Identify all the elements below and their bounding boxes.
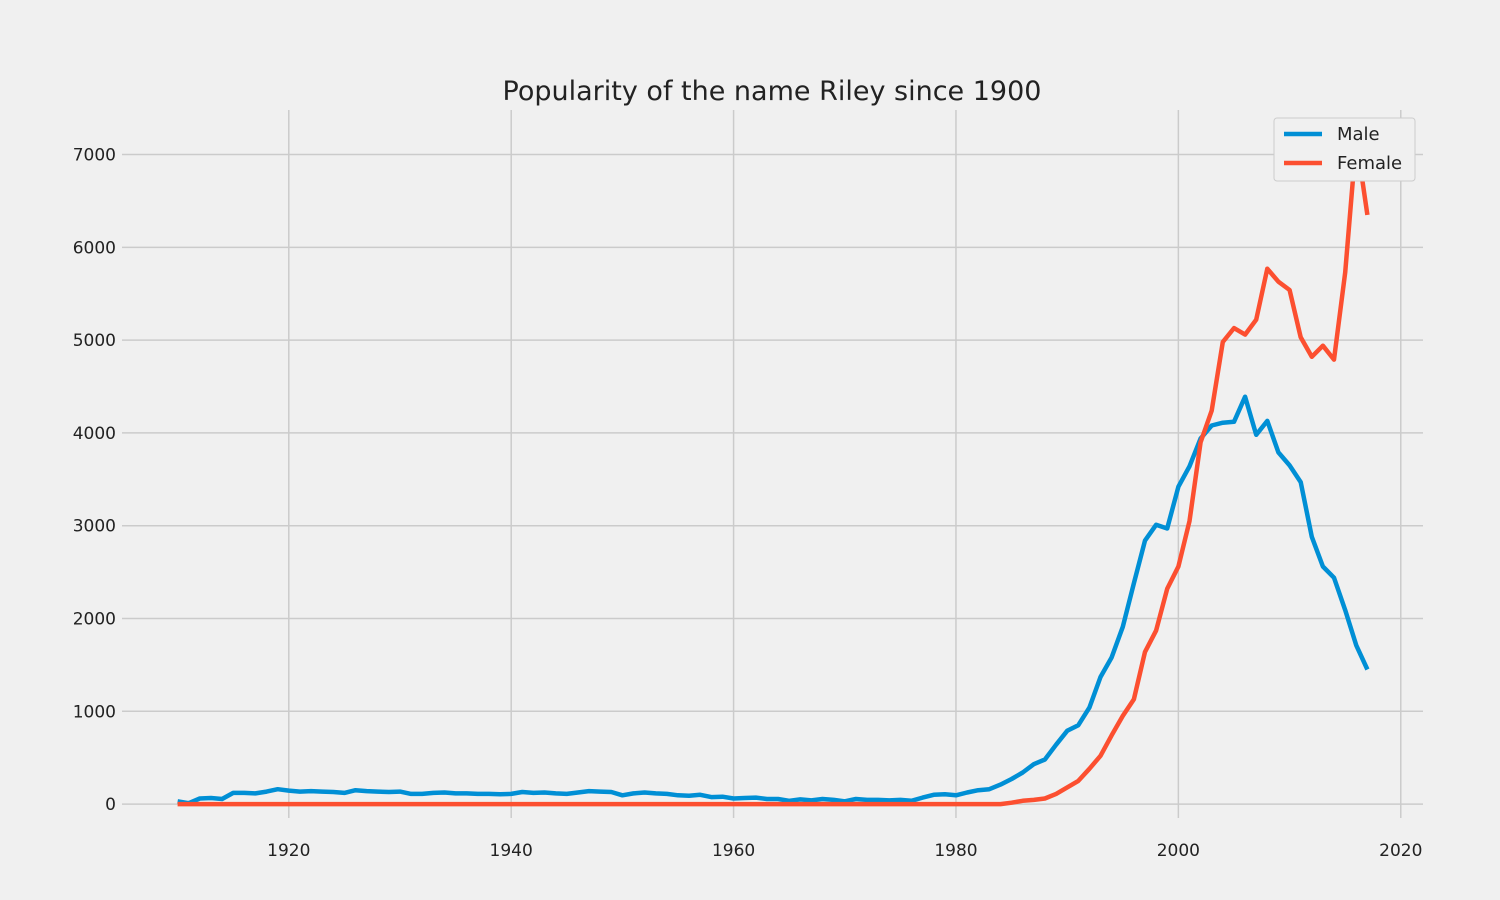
x-tick-label: 1940 [490,841,533,861]
y-tick-label: 1000 [73,702,116,722]
series-lines [177,136,1370,807]
x-tick-label: 2000 [1157,841,1200,861]
y-tick-label: 2000 [73,609,116,629]
legend-label-female: Female [1337,153,1402,174]
y-tick-label: 3000 [73,517,116,537]
chart-title: Popularity of the name Riley since 1900 [503,76,1042,107]
y-tick-label: 4000 [73,424,116,444]
series-line-male [177,394,1370,806]
y-tick-label: 6000 [73,238,116,258]
y-tick-label: 5000 [73,331,116,351]
x-axis-ticks: 1920 1940 1960 1980 2000 2020 [267,841,1422,861]
x-tick-label: 2020 [1379,841,1422,861]
y-axis-ticks: 0 1000 2000 3000 4000 5000 6000 7000 [73,146,116,816]
y-tick-label: 7000 [73,146,116,166]
legend-label-male: Male [1337,124,1380,145]
x-tick-label: 1960 [712,841,755,861]
y-tick-label: 0 [105,795,116,815]
x-tick-label: 1980 [934,841,977,861]
series-line-female [177,136,1370,807]
x-tick-label: 1920 [267,841,310,861]
legend: Male Female [1273,117,1416,182]
